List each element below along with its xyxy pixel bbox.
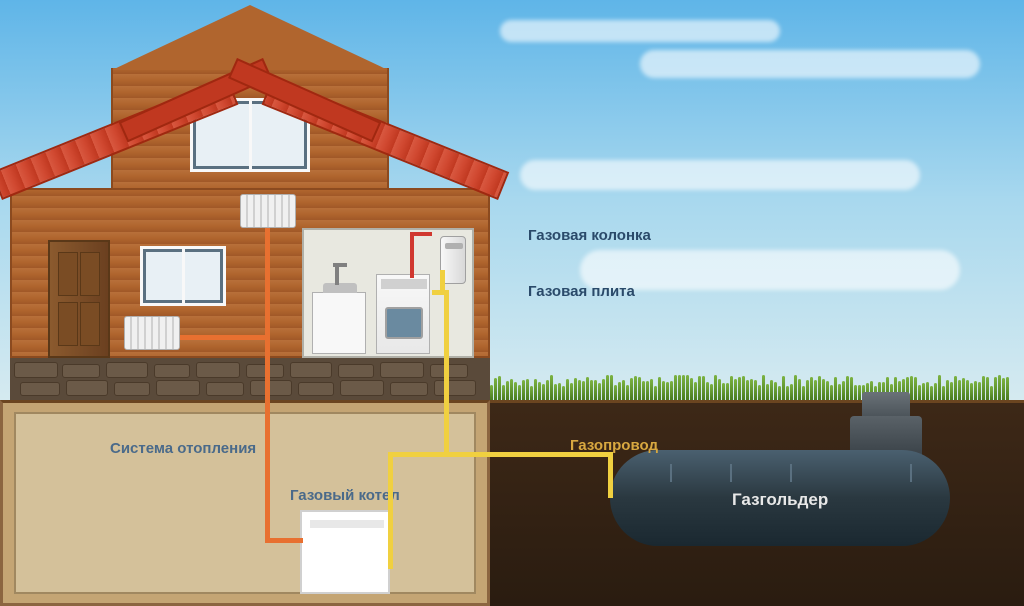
house-door [48,240,110,358]
label-heating-system: Система отопления [110,440,256,457]
radiator-lower [124,316,180,350]
house-foundation [10,358,490,400]
pipe-gas-down [444,290,449,452]
pipe-gas-boiler-v [388,452,393,564]
house-gable [112,5,388,70]
pipe-heating-radiator [180,335,270,340]
pipe-gas-tank-v [608,452,613,498]
window-lower [140,246,226,306]
label-stove: Газовая плита [528,283,635,300]
label-water-heater: Газовая колонка [528,227,651,244]
radiator-upper [240,194,296,228]
pipe-heating-boiler [265,538,303,543]
sink-cabinet [312,292,366,354]
pipe-hot-h [412,232,432,236]
pipe-gas-main-h [388,452,612,457]
cloud [580,250,960,290]
pipe-gas-heater [440,270,445,290]
gas-boiler [300,510,390,594]
label-gas-holder: Газгольдер [732,490,828,510]
pipe-gas-boiler-end [388,564,393,569]
gas-tank-neck [862,392,910,418]
pipe-gas-stove-h [432,290,444,295]
pipe-hot-v [410,232,414,278]
pipe-heating-vertical [265,228,270,538]
label-gas-boiler: Газовый котел [290,487,400,504]
cloud [500,20,780,42]
gas-system-diagram: document.write(Array.from({length:130},(… [0,0,1024,606]
cloud [640,50,980,78]
gas-stove [376,274,430,354]
cloud [520,160,920,190]
